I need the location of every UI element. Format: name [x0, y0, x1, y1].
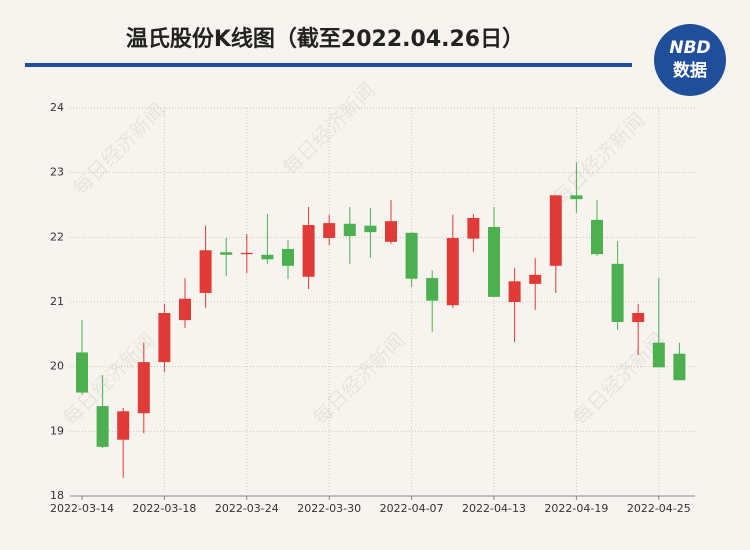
candle-body — [385, 221, 397, 242]
candle-body — [220, 252, 233, 255]
candle-body — [673, 353, 686, 381]
candle-body — [261, 254, 274, 260]
candle-body — [632, 312, 645, 323]
x-tick-label: 2022-03-30 — [297, 502, 361, 515]
candle-body — [240, 252, 253, 255]
logo-badge — [654, 24, 726, 96]
candle-body — [591, 219, 603, 255]
candle-body — [508, 281, 521, 302]
candle-body — [446, 237, 459, 306]
candle-body — [652, 342, 665, 368]
y-tick-label: 21 — [50, 295, 64, 308]
candle-body — [405, 232, 418, 279]
candle-body — [529, 274, 542, 284]
logo-top: NBD — [669, 38, 710, 58]
y-tick-label: 18 — [50, 489, 64, 502]
x-tick-label: 2022-04-19 — [544, 502, 608, 515]
candle-body — [302, 225, 315, 277]
candle-body — [117, 411, 130, 440]
y-tick-label: 19 — [50, 424, 64, 437]
candle-body — [158, 312, 171, 363]
candle-body — [549, 195, 562, 266]
candle-body — [364, 225, 377, 233]
candle-body — [611, 263, 624, 323]
y-tick-label: 20 — [50, 360, 64, 373]
candle-body — [282, 248, 294, 266]
candle-body — [426, 278, 439, 301]
candle-body — [137, 362, 150, 414]
candle-body — [179, 298, 191, 321]
x-tick-label: 2022-03-24 — [215, 502, 279, 515]
logo-bottom: 数据 — [673, 60, 707, 81]
candle-body — [467, 217, 480, 239]
candle-body — [76, 352, 88, 393]
y-tick-label: 24 — [50, 101, 64, 114]
chart-title: 温氏股份K线图（截至2022.04.26日） — [126, 26, 524, 52]
candle-body — [199, 250, 212, 293]
x-tick-label: 2022-04-07 — [380, 502, 444, 515]
x-tick-label: 2022-03-14 — [50, 502, 114, 515]
candle-body — [488, 226, 500, 297]
y-tick-label: 22 — [50, 230, 64, 243]
candle-body — [323, 223, 336, 238]
candle-body — [96, 406, 109, 447]
y-tick-label: 23 — [50, 166, 64, 179]
candle-body — [343, 223, 356, 237]
x-tick-label: 2022-04-13 — [462, 502, 526, 515]
x-tick-label: 2022-03-18 — [132, 502, 196, 515]
candle-body — [570, 195, 583, 200]
x-tick-label: 2022-04-25 — [627, 502, 691, 515]
